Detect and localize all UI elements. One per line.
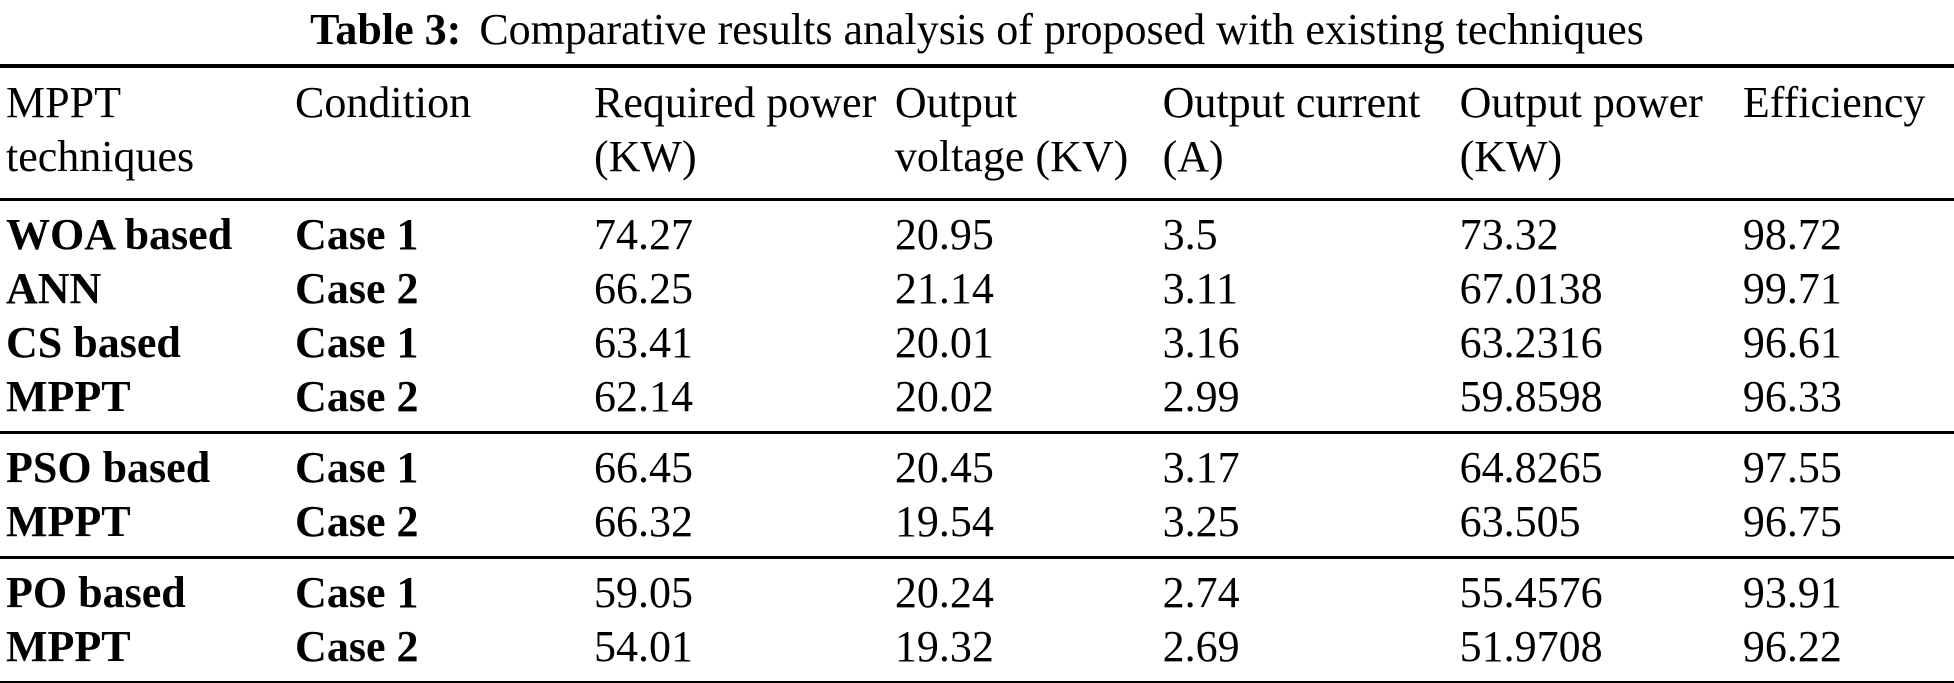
cell-output-current: 3.17 [1162, 443, 1240, 492]
cell-required-power: 66.25 [594, 264, 693, 313]
column-header-efficiency: Efficiency [1742, 66, 1954, 201]
cell-efficiency: 98.72 [1742, 210, 1842, 259]
cell-efficiency: 96.75 [1742, 497, 1842, 546]
cell-efficiency: 93.91 [1742, 568, 1842, 617]
cell-output-current: 3.5 [1162, 210, 1218, 259]
table-row: PO based Case 1 59.05 20.24 2.74 55.4576… [0, 558, 1954, 621]
cell-output-current: 2.99 [1162, 372, 1240, 421]
cell-condition: Case 2 [295, 372, 419, 421]
cell-output-power: 63.2316 [1459, 318, 1603, 367]
cell-technique: CS based [6, 318, 181, 367]
cell-output-current: 3.11 [1162, 264, 1238, 313]
cell-output-power: 64.8265 [1459, 443, 1603, 492]
results-table: MPPT techniques Condition Required power… [0, 64, 1954, 683]
cell-technique: MPPT [6, 622, 131, 671]
cell-output-current: 2.74 [1162, 568, 1240, 617]
cell-required-power: 63.41 [594, 318, 693, 367]
cell-output-voltage: 20.95 [894, 210, 994, 259]
cell-output-voltage: 20.01 [894, 318, 994, 367]
cell-condition: Case 1 [295, 568, 419, 617]
cell-condition: Case 2 [295, 622, 419, 671]
column-header-output-voltage: Output voltage (KV) [894, 66, 1163, 201]
table-row: MPPT Case 2 62.14 20.02 2.99 59.8598 96.… [0, 370, 1954, 433]
cell-output-power: 63.505 [1459, 497, 1581, 546]
cell-required-power: 74.27 [594, 210, 693, 259]
column-header-mppt-techniques: MPPT techniques [0, 66, 296, 201]
table-caption: Table 3: Comparative results analysis of … [0, 0, 1954, 58]
cell-efficiency: 96.61 [1742, 318, 1842, 367]
column-header-required-power: Required power (KW) [594, 66, 895, 201]
cell-output-voltage: 20.02 [894, 372, 994, 421]
cell-required-power: 59.05 [594, 568, 693, 617]
cell-required-power: 66.45 [594, 443, 693, 492]
cell-output-current: 3.25 [1162, 497, 1240, 546]
cell-output-power: 55.4576 [1459, 568, 1603, 617]
cell-technique: WOA based [6, 210, 233, 259]
cell-output-voltage: 20.45 [894, 443, 994, 492]
cell-output-power: 51.9708 [1459, 622, 1603, 671]
cell-output-power: 59.8598 [1459, 372, 1603, 421]
table-caption-label: Table 3: [310, 5, 462, 54]
cell-technique: ANN [6, 264, 102, 313]
cell-output-power: 73.32 [1459, 210, 1559, 259]
table-row: MPPT Case 2 66.32 19.54 3.25 63.505 96.7… [0, 495, 1954, 558]
cell-technique: PO based [6, 568, 186, 617]
cell-output-current: 2.69 [1162, 622, 1240, 671]
cell-technique: MPPT [6, 497, 131, 546]
cell-output-voltage: 19.54 [894, 497, 994, 546]
cell-condition: Case 1 [295, 443, 419, 492]
cell-technique: PSO based [6, 443, 211, 492]
table-row: PSO based Case 1 66.45 20.45 3.17 64.826… [0, 433, 1954, 496]
table-row: ANN Case 2 66.25 21.14 3.11 67.0138 99.7… [0, 262, 1954, 316]
cell-required-power: 62.14 [594, 372, 693, 421]
cell-output-voltage: 19.32 [894, 622, 994, 671]
column-header-output-power: Output power (KW) [1459, 66, 1743, 201]
cell-output-power: 67.0138 [1459, 264, 1603, 313]
cell-output-voltage: 21.14 [894, 264, 994, 313]
cell-output-current: 3.16 [1162, 318, 1240, 367]
cell-output-voltage: 20.24 [894, 568, 994, 617]
column-header-output-current: Output current (A) [1162, 66, 1460, 201]
cell-condition: Case 2 [295, 497, 419, 546]
cell-condition: Case 1 [295, 318, 419, 367]
table-caption-text: Comparative results analysis of proposed… [479, 5, 1644, 54]
table-group-woa-cs: WOA based Case 1 74.27 20.95 3.5 73.32 9… [0, 200, 1954, 433]
table-row: WOA based Case 1 74.27 20.95 3.5 73.32 9… [0, 200, 1954, 263]
cell-efficiency: 96.33 [1742, 372, 1842, 421]
cell-technique: MPPT [6, 372, 131, 421]
cell-condition: Case 1 [295, 210, 419, 259]
column-header-condition: Condition [295, 66, 594, 201]
cell-efficiency: 97.55 [1742, 443, 1842, 492]
cell-required-power: 54.01 [594, 622, 693, 671]
table-group-pso: PSO based Case 1 66.45 20.45 3.17 64.826… [0, 432, 1954, 558]
header-row: MPPT techniques Condition Required power… [0, 66, 1954, 201]
cell-efficiency: 96.22 [1742, 622, 1842, 671]
table-group-po: PO based Case 1 59.05 20.24 2.74 55.4576… [0, 557, 1954, 683]
cell-condition: Case 2 [295, 264, 419, 313]
table-row: CS based Case 1 63.41 20.01 3.16 63.2316… [0, 316, 1954, 370]
table-row: MPPT Case 2 54.01 19.32 2.69 51.9708 96.… [0, 620, 1954, 683]
cell-required-power: 66.32 [594, 497, 693, 546]
table-header: MPPT techniques Condition Required power… [0, 66, 1954, 201]
cell-efficiency: 99.71 [1742, 264, 1842, 313]
